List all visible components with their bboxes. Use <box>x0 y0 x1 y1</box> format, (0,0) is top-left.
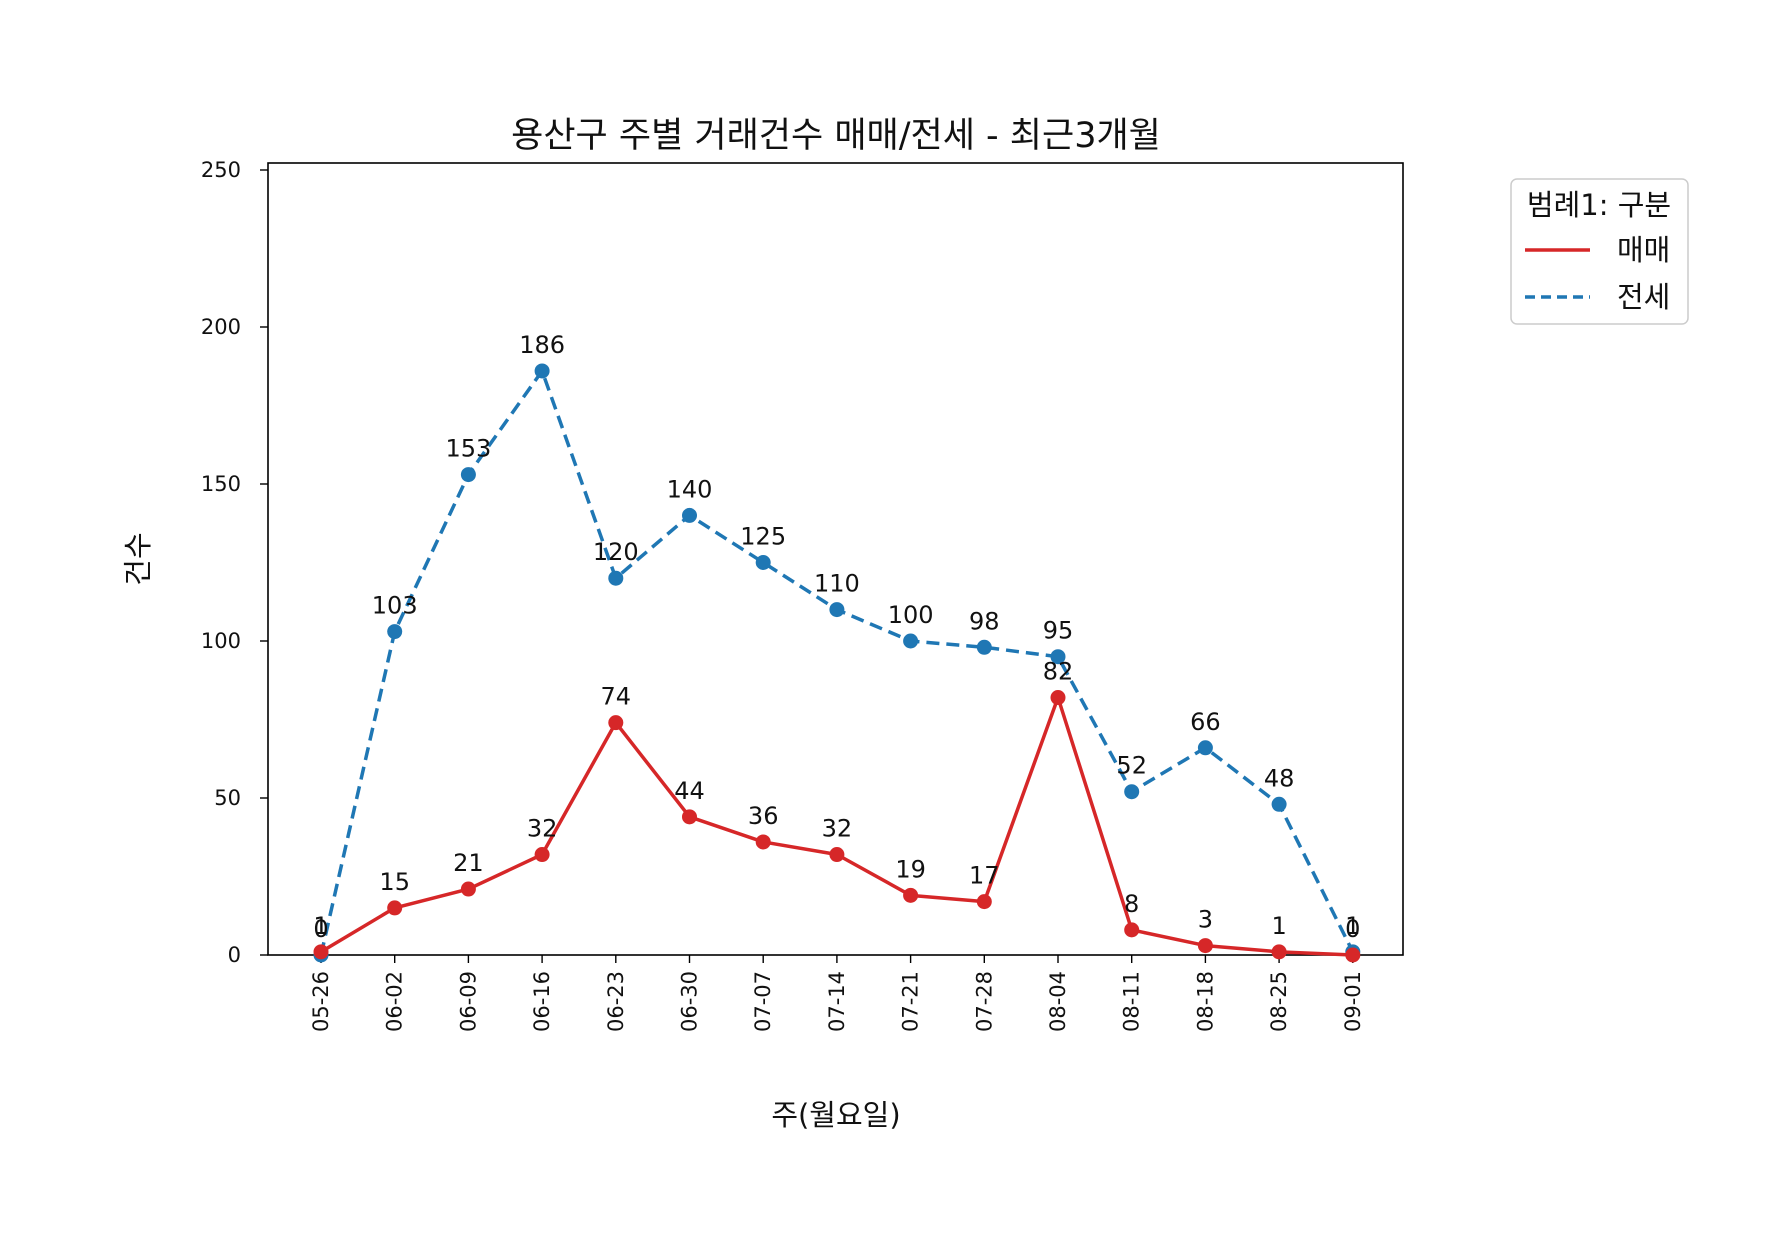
x-axis: 05-26 06-02 06-09 06-16 06-23 06-30 07-07 07-14… <box>309 955 1365 1032</box>
y-axis-title: 건수 <box>121 532 155 585</box>
y-tick-label: 200 <box>201 315 241 339</box>
data-label-jeonse: 103 <box>372 592 418 620</box>
data-point-maemae <box>387 900 403 916</box>
x-tick-label: 08-25 <box>1267 971 1291 1032</box>
x-tick-label: 06-23 <box>604 971 628 1032</box>
data-label-maemae: 15 <box>379 868 410 896</box>
data-point-maemae <box>460 881 476 897</box>
data-label-jeonse: 100 <box>888 601 934 629</box>
data-point-jeonse <box>1050 649 1066 665</box>
chart-title: 용산구 주별 거래건수 매매/전세 - 최근3개월 <box>511 116 1161 156</box>
legend-label-jeonse: 전세 <box>1617 280 1670 314</box>
legend-box <box>1510 178 1689 325</box>
data-point-maemae <box>976 894 992 910</box>
x-tick-label: 06-30 <box>678 971 702 1032</box>
x-tick-label: 09-01 <box>1341 971 1365 1032</box>
x-tick-label: 06-09 <box>456 971 480 1032</box>
x-tick-label: 07-07 <box>751 971 775 1032</box>
x-tick-label: 07-21 <box>899 971 923 1032</box>
data-point-maemae <box>313 944 329 960</box>
data-point-maemae <box>903 887 919 903</box>
x-tick-label: 05-26 <box>309 971 333 1032</box>
data-point-jeonse <box>829 602 845 618</box>
x-tick-label: 08-18 <box>1193 971 1217 1032</box>
y-tick-label: 100 <box>201 629 241 653</box>
data-label-maemae: 1 <box>1271 912 1286 940</box>
data-label-maemae: 1 <box>313 912 328 940</box>
y-tick-label: 50 <box>214 786 241 810</box>
data-point-jeonse <box>1197 740 1213 756</box>
data-label-jeonse: 125 <box>740 523 786 551</box>
x-tick-label: 07-14 <box>825 971 849 1032</box>
data-point-jeonse <box>534 363 550 379</box>
data-point-jeonse <box>387 624 403 640</box>
x-tick-label: 06-16 <box>530 971 554 1032</box>
data-point-maemae <box>1197 938 1213 954</box>
data-label-maemae: 44 <box>674 777 705 805</box>
data-label-jeonse: 153 <box>445 435 491 463</box>
data-label-maemae: 21 <box>453 849 484 877</box>
data-point-maemae <box>829 847 845 863</box>
data-point-maemae <box>755 834 771 850</box>
data-point-maemae <box>534 847 550 863</box>
x-tick-label: 08-11 <box>1120 971 1144 1032</box>
data-label-maemae: 19 <box>895 855 926 883</box>
data-point-jeonse <box>1271 796 1287 812</box>
data-label-maemae: 82 <box>1043 658 1074 686</box>
data-label-jeonse: 98 <box>969 607 1000 635</box>
y-axis: 0 50 100 150 200 250 <box>201 158 268 967</box>
data-point-jeonse <box>755 555 771 570</box>
data-point-jeonse <box>608 570 624 586</box>
y-tick-label: 250 <box>201 158 241 182</box>
data-label-jeonse: 120 <box>593 538 639 566</box>
data-point-jeonse <box>460 467 476 483</box>
data-label-maemae: 3 <box>1198 906 1213 934</box>
data-label-jeonse: 186 <box>519 331 565 359</box>
data-label-jeonse: 140 <box>667 475 713 503</box>
legend-label-maemae: 매매 <box>1617 233 1670 267</box>
x-tick-label: 08-04 <box>1046 971 1070 1032</box>
legend-title: 범례1: 구분 <box>1527 188 1671 222</box>
data-point-maemae <box>1345 947 1361 963</box>
data-point-jeonse <box>1124 784 1140 800</box>
series-layer <box>313 363 1361 963</box>
y-tick-label: 0 <box>228 943 241 967</box>
data-point-maemae <box>682 809 697 825</box>
data-label-jeonse: 95 <box>1043 617 1074 645</box>
data-label-maemae: 8 <box>1124 890 1139 918</box>
data-label-maemae: 32 <box>822 815 853 843</box>
data-point-jeonse <box>682 507 697 523</box>
y-tick-label: 150 <box>201 472 241 496</box>
data-label-jeonse: 48 <box>1264 764 1295 792</box>
data-point-maemae <box>1124 922 1140 938</box>
data-label-jeonse: 110 <box>814 570 860 598</box>
data-point-maemae <box>1050 690 1066 706</box>
x-tick-label: 06-02 <box>383 971 407 1032</box>
data-label-maemae: 36 <box>748 802 779 830</box>
data-label-maemae: 0 <box>1345 915 1360 943</box>
x-tick-label: 07-28 <box>972 971 996 1032</box>
data-point-jeonse <box>903 633 919 649</box>
data-point-maemae <box>608 715 624 731</box>
data-label-jeonse: 52 <box>1116 752 1147 780</box>
data-point-maemae <box>1271 944 1287 960</box>
data-label-maemae: 17 <box>969 862 1000 890</box>
plot-frame <box>267 162 1404 956</box>
data-label-maemae: 32 <box>527 815 558 843</box>
data-label-jeonse: 66 <box>1190 708 1221 736</box>
data-point-jeonse <box>976 639 992 655</box>
plot-area <box>267 162 1404 956</box>
x-axis-title: 주(월요일) <box>771 1098 900 1132</box>
data-label-jeonse: 0 <box>313 915 328 943</box>
data-label-jeonse: 1 <box>1345 912 1360 940</box>
data-label-maemae: 74 <box>601 683 632 711</box>
